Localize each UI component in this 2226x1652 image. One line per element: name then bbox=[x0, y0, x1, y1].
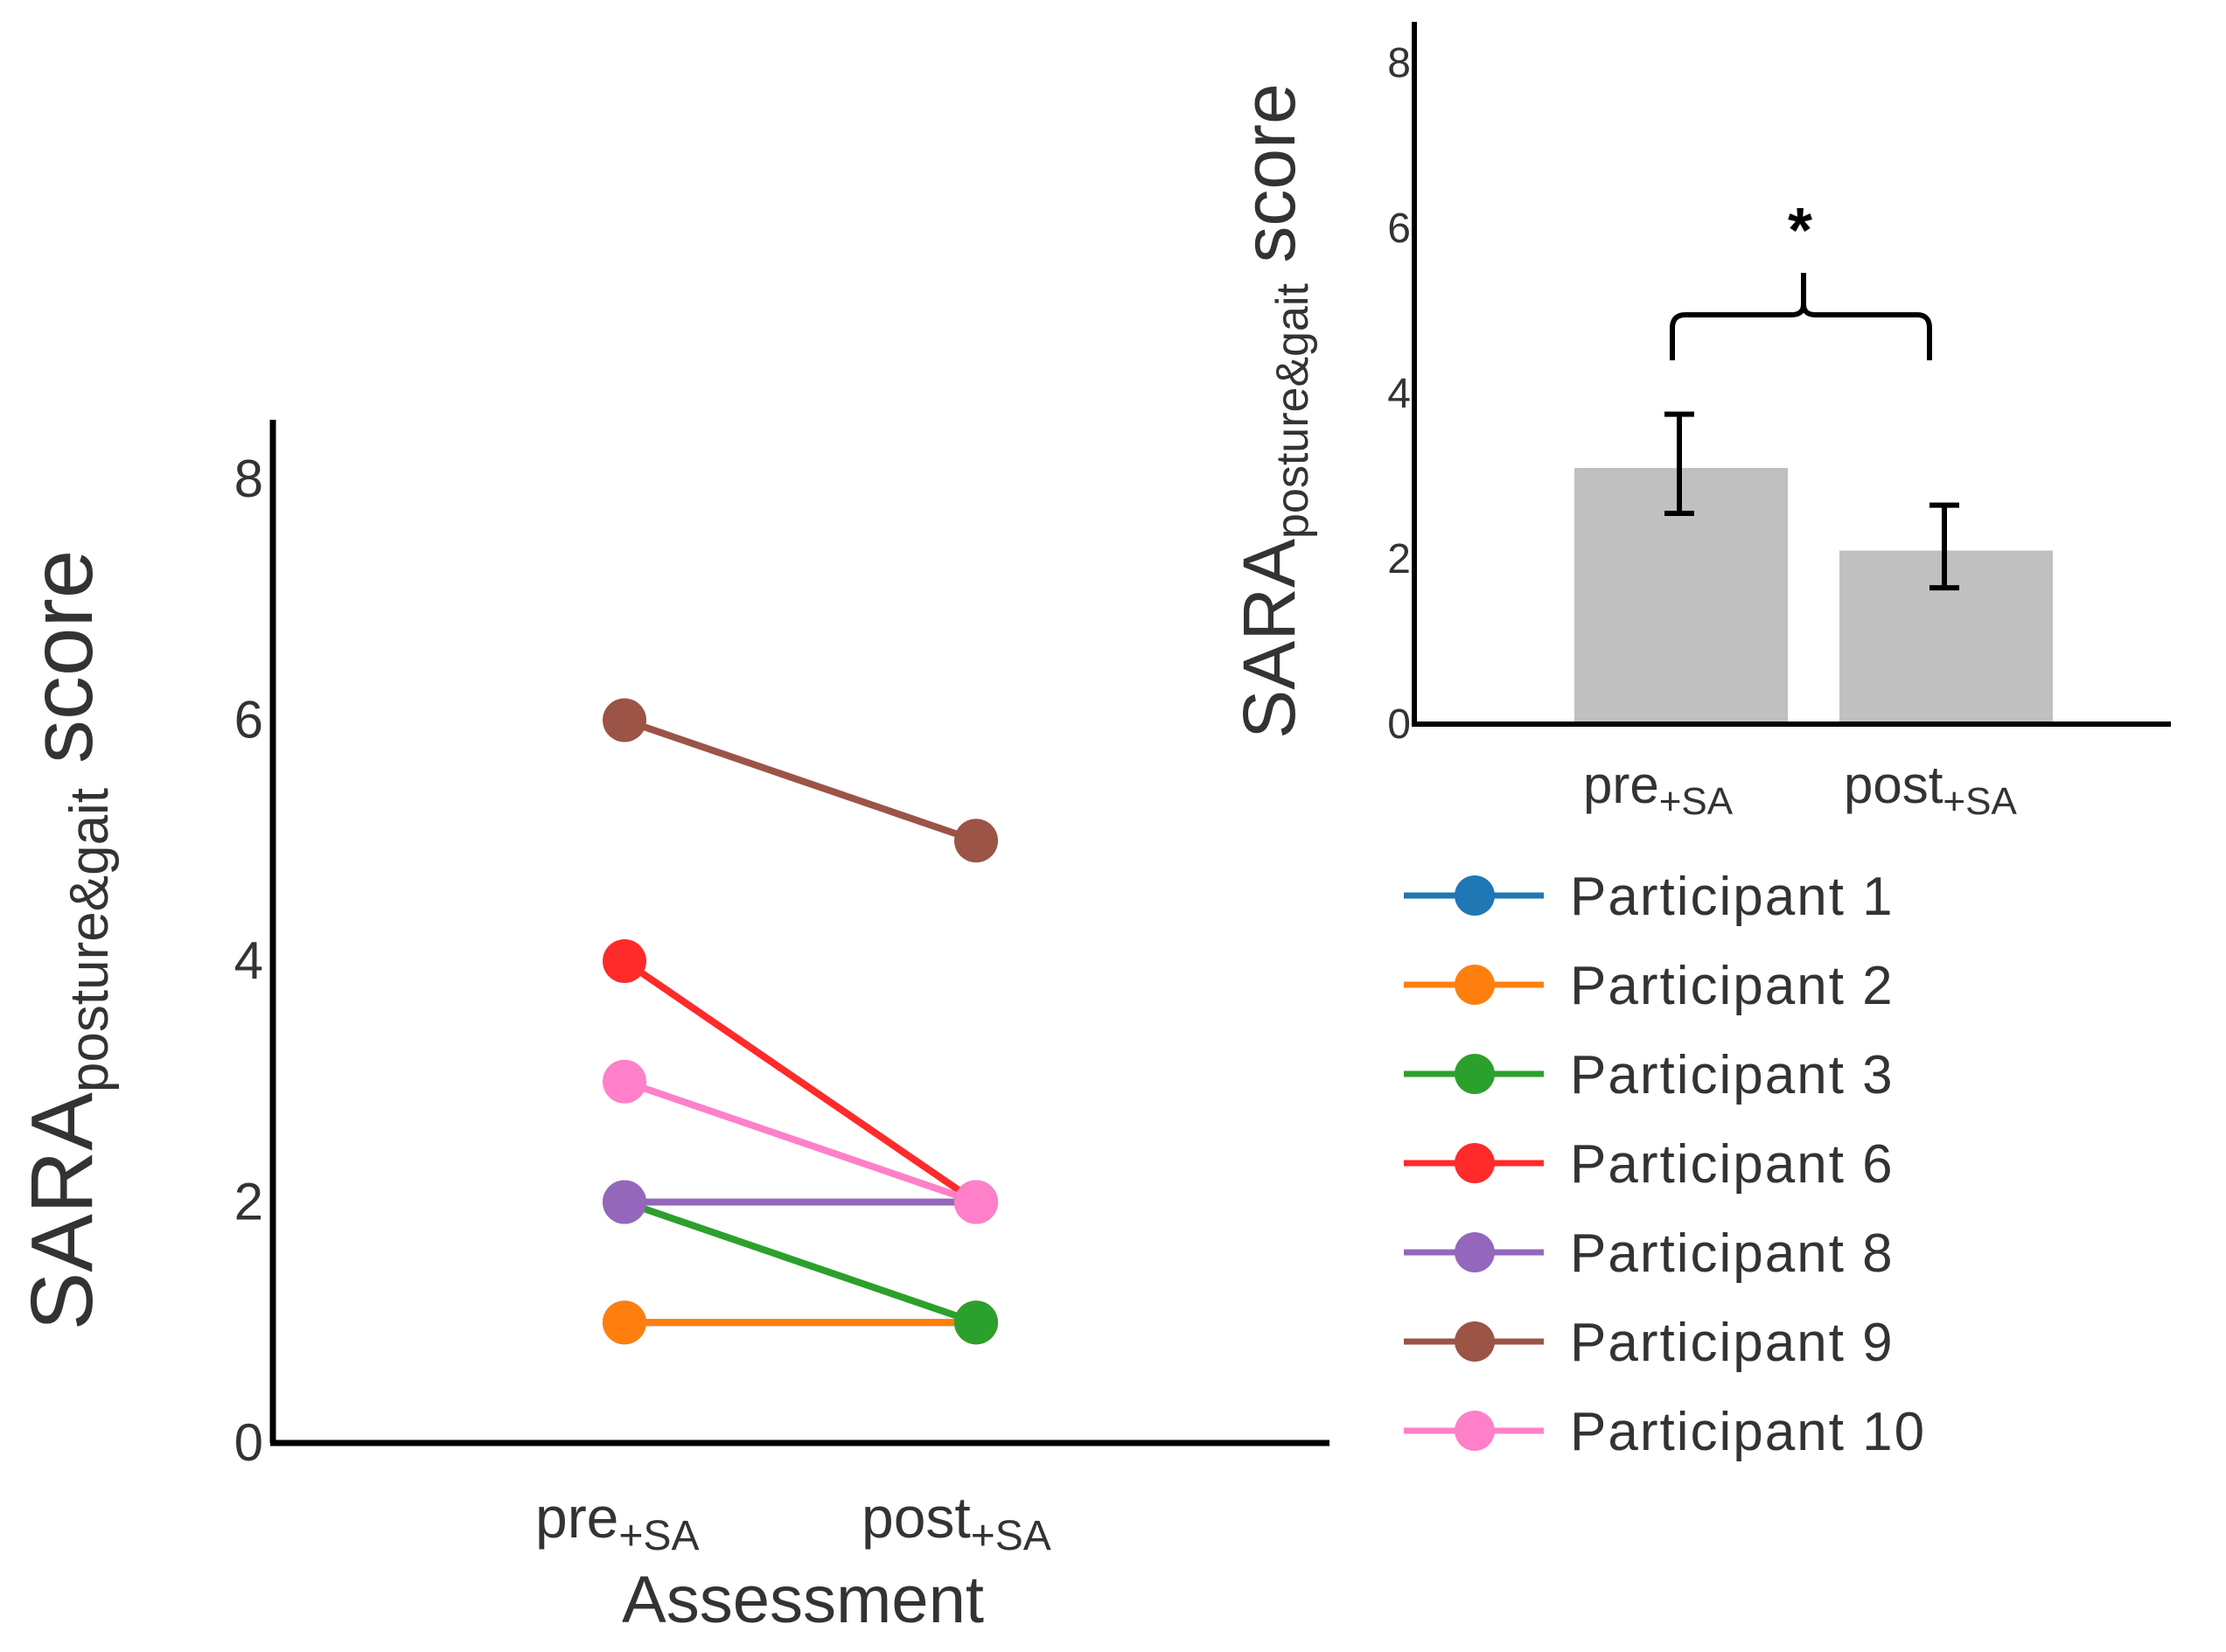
bar-chart-y-tick-label: 0 bbox=[1387, 701, 1411, 748]
data-point-participant-10 bbox=[954, 1180, 998, 1224]
legend-marker-participant-10 bbox=[1455, 1411, 1495, 1451]
legend-label-participant-10: Participant 10 bbox=[1570, 1402, 1926, 1462]
bar-chart-x-tick-pre: pre+SA bbox=[1583, 756, 1734, 823]
line-chart-x-tick-post: post+SA bbox=[862, 1485, 1051, 1559]
line-chart-x-title: Assessment bbox=[622, 1563, 984, 1637]
data-point-participant-8 bbox=[603, 1180, 646, 1224]
legend-label-participant-8: Participant 8 bbox=[1570, 1223, 1895, 1284]
legend-label-participant-6: Participant 6 bbox=[1570, 1134, 1895, 1195]
legend-label-participant-3: Participant 3 bbox=[1570, 1045, 1895, 1105]
data-point-participant-2 bbox=[603, 1300, 646, 1345]
bar-chart-y-title: SARAposture&gait score bbox=[1228, 83, 1318, 738]
data-point-participant-10 bbox=[603, 1059, 646, 1104]
bar-chart-y-tick-label: 2 bbox=[1387, 536, 1411, 582]
data-point-participant-6 bbox=[603, 939, 646, 983]
data-point-participant-9 bbox=[954, 819, 998, 863]
line-chart-y-tick-label: 2 bbox=[234, 1173, 263, 1231]
legend-marker-participant-9 bbox=[1455, 1321, 1495, 1362]
legend-marker-participant-2 bbox=[1455, 965, 1495, 1005]
legend: Participant 1 Participant 2 Participant 3 P… bbox=[1404, 867, 1926, 1462]
line-chart-y-tick-label: 8 bbox=[234, 450, 263, 508]
bar-chart-y-tick-label: 4 bbox=[1387, 371, 1411, 417]
line-chart: 0 2 4 6 8 SARAposture&gait score pre+SA post… bbox=[13, 420, 1329, 1637]
legend-marker-participant-3 bbox=[1455, 1054, 1495, 1094]
bar-chart-y-tick-label: 6 bbox=[1387, 206, 1411, 252]
significance-star: * bbox=[1788, 196, 1812, 266]
legend-marker-participant-6 bbox=[1455, 1143, 1495, 1183]
series-line-participant-9 bbox=[623, 716, 978, 845]
bar-chart: 0 2 4 6 8 * SARAposture&gait score pre+SA po… bbox=[1228, 22, 2171, 823]
data-point-participant-3 bbox=[954, 1300, 998, 1345]
series-line-participant-3 bbox=[623, 1198, 978, 1327]
legend-label-participant-1: Participant 1 bbox=[1570, 867, 1895, 927]
data-point-participant-9 bbox=[603, 698, 646, 742]
line-chart-y-tick-label: 0 bbox=[234, 1413, 263, 1472]
bar-chart-y-tick-label: 8 bbox=[1387, 40, 1411, 87]
legend-marker-participant-8 bbox=[1455, 1232, 1495, 1272]
line-chart-y-title: SARAposture&gait score bbox=[13, 550, 120, 1331]
line-chart-x-tick-pre: pre+SA bbox=[535, 1485, 699, 1559]
bar-chart-x-tick-post: post+SA bbox=[1844, 756, 2017, 823]
legend-label-participant-9: Participant 9 bbox=[1570, 1313, 1895, 1373]
line-chart-y-tick-label: 6 bbox=[234, 691, 263, 749]
series-line-participant-10 bbox=[623, 1077, 978, 1206]
line-chart-y-tick-label: 4 bbox=[234, 931, 263, 990]
series-line-participant-6 bbox=[622, 958, 979, 1205]
legend-marker-participant-1 bbox=[1455, 875, 1495, 916]
significance-brace bbox=[1670, 273, 1932, 360]
legend-label-participant-2: Participant 2 bbox=[1570, 956, 1895, 1016]
